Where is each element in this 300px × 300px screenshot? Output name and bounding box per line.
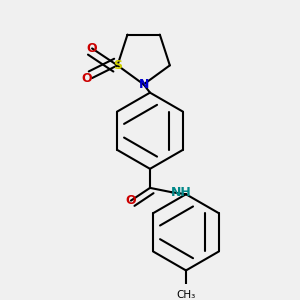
Text: CH₃: CH₃ <box>176 290 196 300</box>
Text: O: O <box>87 42 98 55</box>
Text: S: S <box>113 59 122 72</box>
Text: O: O <box>126 194 136 207</box>
Text: NH: NH <box>171 186 192 199</box>
Text: N: N <box>139 78 149 91</box>
Text: O: O <box>82 72 92 85</box>
